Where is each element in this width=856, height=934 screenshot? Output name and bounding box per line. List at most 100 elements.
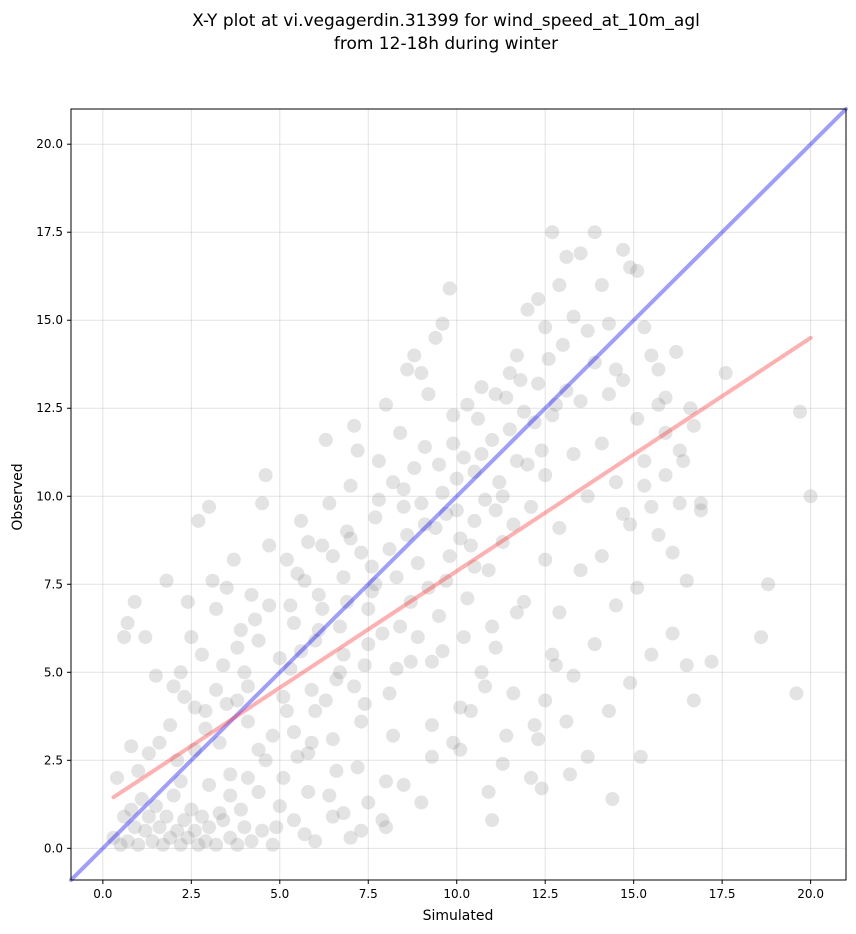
scatter-point xyxy=(240,714,255,729)
scatter-point xyxy=(449,471,464,486)
y-tick-label: 15.0 xyxy=(36,313,63,327)
x-tick-label: 5.0 xyxy=(270,887,289,901)
scatter-point xyxy=(623,517,638,532)
y-tick-label: 12.5 xyxy=(36,401,63,415)
scatter-point xyxy=(187,742,202,757)
scatter-point xyxy=(163,830,178,845)
scatter-point xyxy=(488,503,503,518)
x-tick-label: 2.5 xyxy=(182,887,201,901)
scatter-point xyxy=(308,834,323,849)
scatter-point xyxy=(219,580,234,595)
scatter-point xyxy=(410,556,425,571)
scatter-point xyxy=(417,517,432,532)
scatter-point xyxy=(286,725,301,740)
scatter-point xyxy=(428,520,443,535)
scatter-point xyxy=(354,823,369,838)
y-tick-label: 17.5 xyxy=(36,225,63,239)
scatter-point xyxy=(240,679,255,694)
scatter-point xyxy=(378,397,393,412)
scatter-point xyxy=(332,665,347,680)
scatter-point xyxy=(322,496,337,511)
scatter-point xyxy=(428,330,443,345)
scatter-point xyxy=(180,830,195,845)
scatter-point xyxy=(534,443,549,458)
scatter-point xyxy=(205,573,220,588)
scatter-point xyxy=(120,834,135,849)
scatter-point xyxy=(488,387,503,402)
scatter-point xyxy=(198,721,213,736)
x-tick-label: 10.0 xyxy=(443,887,470,901)
scatter-point xyxy=(520,457,535,472)
scatter-point xyxy=(209,682,224,697)
scatter-point xyxy=(117,630,132,645)
scatter-point xyxy=(194,647,209,662)
scatter-point xyxy=(644,499,659,514)
scatter-point xyxy=(361,637,376,652)
scatter-point xyxy=(520,302,535,317)
scatter-point xyxy=(248,612,263,627)
scatter-point xyxy=(138,630,153,645)
scatter-point xyxy=(446,735,461,750)
scatter-point xyxy=(202,777,217,792)
scatter-point xyxy=(439,506,454,521)
scatter-point xyxy=(485,432,500,447)
scatter-point xyxy=(350,760,365,775)
scatter-point xyxy=(601,704,616,719)
scatter-point xyxy=(184,802,199,817)
scatter-point xyxy=(386,475,401,490)
scatter-point xyxy=(340,524,355,539)
scatter-point xyxy=(803,489,818,504)
scatter-point xyxy=(173,837,188,852)
scatter-point xyxy=(534,781,549,796)
scatter-point xyxy=(389,570,404,585)
scatter-point xyxy=(230,693,245,708)
scatter-point xyxy=(531,376,546,391)
scatter-point xyxy=(258,753,273,768)
scatter-point xyxy=(173,665,188,680)
scatter-point xyxy=(329,763,344,778)
scatter-point xyxy=(548,397,563,412)
scatter-point xyxy=(693,496,708,511)
scatter-point xyxy=(449,503,464,518)
scatter-point xyxy=(283,598,298,613)
scatter-point xyxy=(141,746,156,761)
scatter-point xyxy=(237,820,252,835)
scatter-point xyxy=(180,594,195,609)
scatter-point xyxy=(761,577,776,592)
scatter-point xyxy=(212,806,227,821)
scatter-point xyxy=(177,689,192,704)
scatter-point xyxy=(393,425,408,440)
x-tick-label: 7.5 xyxy=(359,887,378,901)
scatter-point xyxy=(318,432,333,447)
scatter-point xyxy=(481,563,496,578)
scatter-point xyxy=(336,806,351,821)
scatter-point xyxy=(276,770,291,785)
scatter-point xyxy=(400,527,415,542)
scatter-point xyxy=(435,644,450,659)
scatter-point xyxy=(364,584,379,599)
scatter-point xyxy=(506,686,521,701)
scatter-point xyxy=(187,823,202,838)
scatter-point xyxy=(354,545,369,560)
scatter-point xyxy=(276,689,291,704)
grid xyxy=(71,109,846,880)
scatter-point xyxy=(286,813,301,828)
scatter-point xyxy=(198,704,213,719)
scatter-point xyxy=(301,784,316,799)
scatter-point xyxy=(516,594,531,609)
scatter-point xyxy=(223,767,238,782)
scatter-point xyxy=(265,728,280,743)
scatter-point xyxy=(446,408,461,423)
scatter-point xyxy=(120,616,135,630)
scatter-point xyxy=(325,732,340,747)
scatter-point xyxy=(555,337,570,352)
scatter-point xyxy=(754,630,769,645)
scatter-point xyxy=(414,366,429,381)
scatter-point xyxy=(159,809,174,824)
scatter-point xyxy=(545,408,560,423)
scatter-point xyxy=(290,566,305,581)
scatter-point xyxy=(364,559,379,574)
scatter-point xyxy=(573,246,588,261)
scatter-point xyxy=(212,735,227,750)
scatter-point xyxy=(630,411,645,426)
